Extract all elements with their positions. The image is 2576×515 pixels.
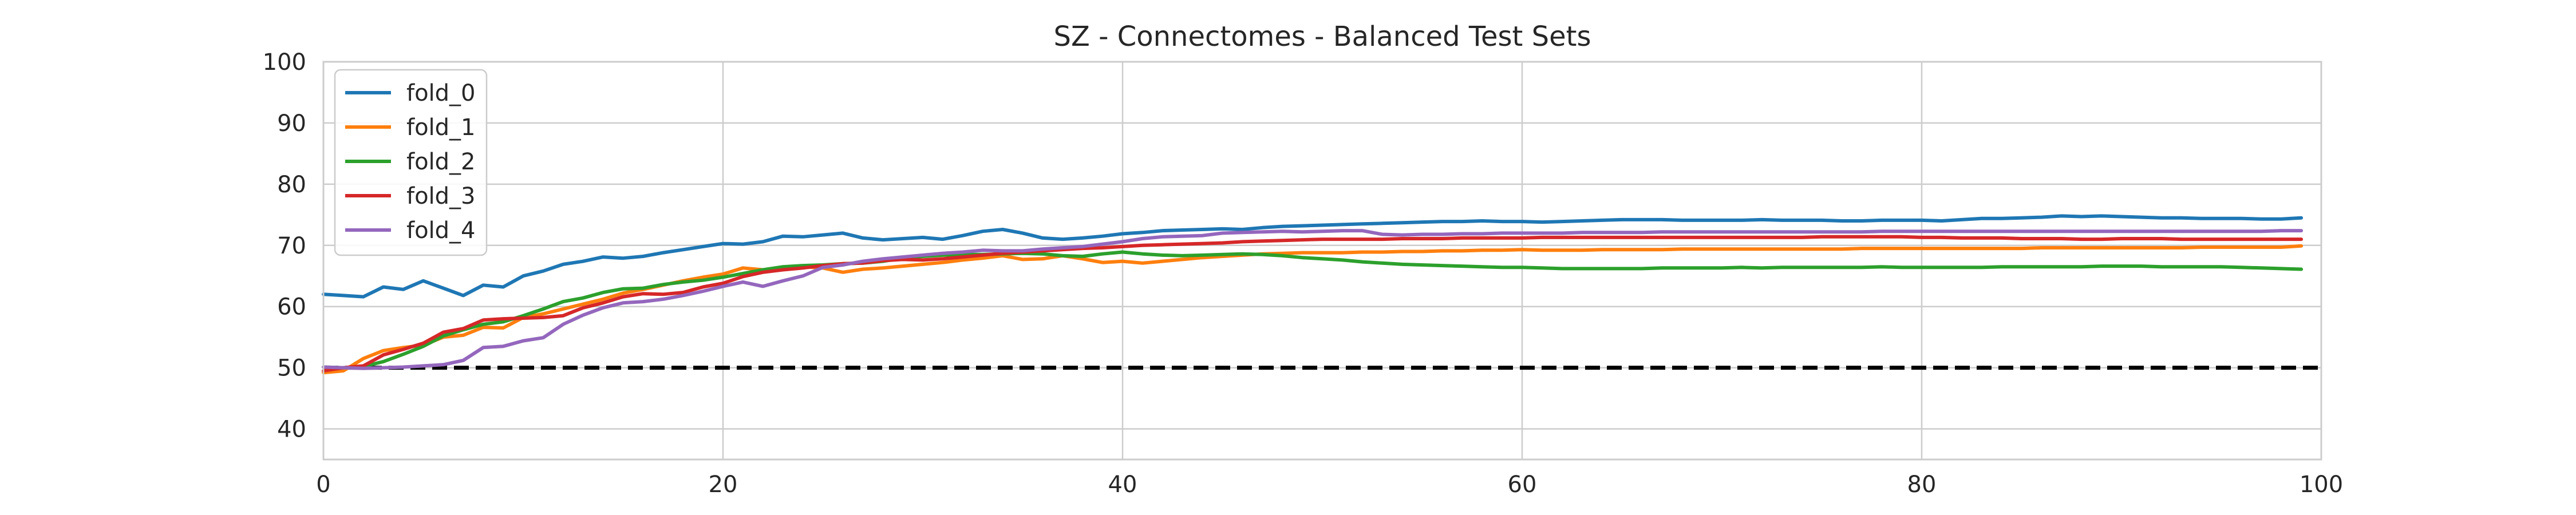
series-line-fold-2 [322,250,2304,370]
y-tick-label: 90 [277,110,306,137]
legend-box [334,69,488,256]
x-tick-label: 80 [1907,472,1937,498]
series-line-fold-3 [322,235,2304,373]
legend-label: fold_4 [406,217,476,244]
series-line-fold-1 [322,244,2304,375]
x-tick-label: 40 [1108,472,1137,498]
x-tick-label: 20 [709,472,738,498]
grid-lines [322,61,2322,459]
x-tick-label: 0 [316,472,330,498]
legend-label: fold_3 [406,183,476,209]
legend-label: fold_2 [406,149,476,175]
chart-title: SZ - Connectomes - Balanced Test Sets [1054,21,1591,53]
y-tick-label: 40 [277,417,306,443]
series-layer [322,214,2304,375]
series-line-fold-4 [322,229,2304,370]
x-tick-label: 60 [1508,472,1537,498]
y-tick-label: 50 [277,355,306,382]
series-line-fold-0 [322,214,2304,299]
tick-labels: 0 20 40 60 80 100 40 50 60 70 80 90 100 [263,49,2344,498]
plot-frame [322,61,2322,461]
y-tick-label: 60 [277,294,306,320]
legend-label: fold_0 [406,80,476,106]
y-tick-label: 70 [277,233,306,259]
legend-label: fold_1 [406,114,476,141]
x-tick-label: 100 [2300,472,2343,498]
y-tick-label: 80 [277,172,306,198]
legend: fold_0 fold_1 fold_2 fold_3 fold_4 [334,69,488,256]
y-tick-label: 100 [263,49,306,76]
